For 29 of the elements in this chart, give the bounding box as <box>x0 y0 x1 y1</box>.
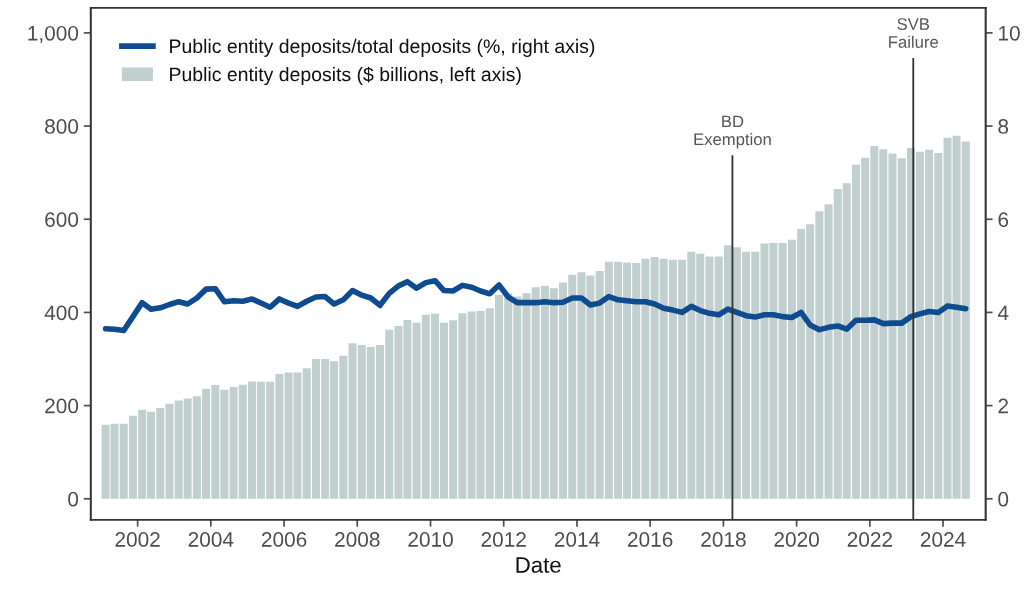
ref-line-label: SVB Failure <box>889 18 938 48</box>
x-axis-title: Date <box>516 557 561 573</box>
y-tick-label: 600 <box>45 212 79 227</box>
x-tick-label: 2024 <box>920 532 966 547</box>
y2-tick-label: 4 <box>997 305 1009 320</box>
x-tick-label: 2012 <box>481 532 526 547</box>
y-tick-label: 1,000 <box>28 25 79 44</box>
y-tick-label: 800 <box>45 119 79 134</box>
x-tick-label: 2022 <box>847 532 892 547</box>
x-tick-label: 2002 <box>115 532 160 547</box>
y2-tick-label: 2 <box>998 398 1008 414</box>
x-tick-label: 2006 <box>261 532 307 547</box>
x-tick-label: 2014 <box>554 532 600 547</box>
x-tick-label: 2020 <box>774 532 819 547</box>
y-tick-label: 400 <box>44 305 79 321</box>
y-tick-label: 200 <box>45 398 79 414</box>
y2-tick-label: 8 <box>998 119 1009 134</box>
legend-label: Public entity deposits ($ billions, left axis) <box>170 66 521 86</box>
x-tick-label: 2018 <box>701 532 746 547</box>
ref-line-label: BD Exemption <box>694 115 771 149</box>
y2-tick-label: 0 <box>998 491 1009 507</box>
y-tick-label: 0 <box>68 491 79 507</box>
y2-tick-label: 6 <box>998 212 1009 227</box>
legend-label: Public entity deposits/total deposits (%, right axis) <box>170 38 595 57</box>
y2-tick-label: 10 <box>999 25 1020 41</box>
x-tick-label: 2008 <box>335 532 380 547</box>
x-tick-label: 2004 <box>188 532 234 547</box>
x-tick-label: 2016 <box>628 532 673 547</box>
x-tick-label: 2010 <box>408 532 453 547</box>
